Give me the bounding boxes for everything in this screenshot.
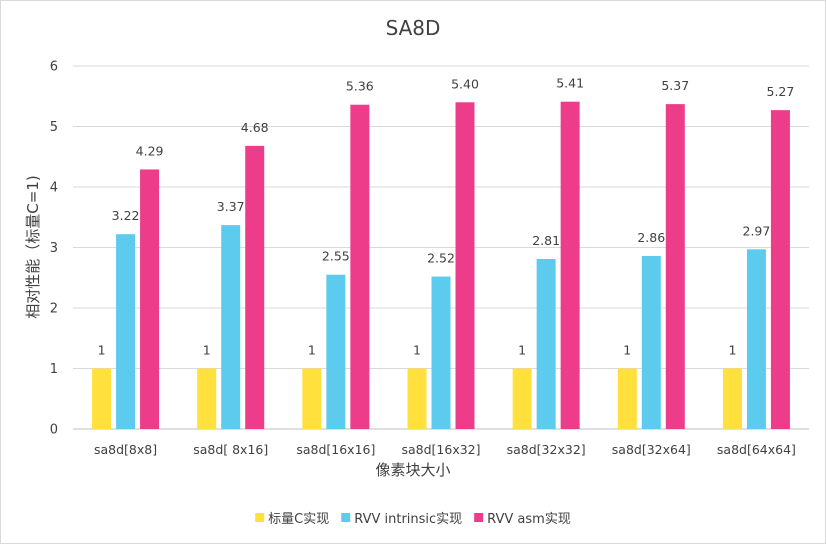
bar: [617, 368, 637, 429]
bar: [245, 145, 265, 430]
data-labels: 1 3.22 4.29 1 3.37 4.68 1 2.55 5.36 1 2.52 5.40 1 2.8…: [98, 76, 795, 358]
data-label: 3.22: [112, 208, 140, 223]
data-label: 1: [413, 343, 421, 358]
bar: [221, 225, 241, 429]
bar: [140, 169, 160, 429]
bar: [302, 368, 322, 429]
bar: [326, 274, 346, 429]
y-tick-label: 2: [50, 302, 58, 317]
data-label: 1: [518, 343, 526, 358]
data-label: 2.55: [322, 249, 350, 264]
bar: [197, 368, 217, 429]
bar: [665, 104, 685, 430]
x-tick-label: sa8d[8x8]: [94, 442, 157, 457]
y-tick-label: 1: [50, 362, 58, 377]
bars: [92, 101, 790, 430]
data-label: 5.37: [661, 78, 689, 93]
data-label: 4.68: [241, 120, 269, 135]
data-label: 4.29: [136, 143, 164, 158]
legend-label: 标量C实现: [268, 512, 329, 527]
bar: [770, 110, 790, 429]
data-label: 1: [98, 343, 106, 358]
y-tick-label: 4: [50, 181, 58, 196]
bar: [560, 101, 580, 429]
x-tick-label: sa8d[32x32]: [507, 442, 586, 457]
legend-swatch: [341, 513, 351, 522]
legend-swatch: [474, 513, 484, 522]
x-tick-labels: sa8d[8x8] sa8d[ 8x16] sa8d[16x16] sa8d[16x3…: [94, 442, 796, 457]
data-label: 1: [623, 343, 631, 358]
bar: [407, 368, 427, 429]
data-label: 5.27: [767, 84, 795, 99]
bar: [512, 368, 532, 429]
y-tick-label: 0: [50, 423, 58, 438]
bar: [746, 249, 766, 429]
x-tick-label: sa8d[64x64]: [717, 442, 796, 457]
data-label: 5.40: [451, 76, 479, 91]
data-label: 2.86: [637, 230, 665, 245]
data-label: 5.36: [346, 79, 374, 94]
data-label: 3.37: [217, 199, 245, 214]
bar: [536, 258, 556, 429]
bar: [92, 368, 112, 429]
y-axis-title: 相对性能（标量C=1): [24, 175, 42, 318]
bar: [116, 234, 136, 429]
legend-label: RVV asm实现: [487, 512, 571, 527]
bar: [431, 276, 451, 429]
data-label: 2.97: [743, 223, 771, 238]
bar: [641, 255, 661, 429]
x-tick-label: sa8d[32x64]: [612, 442, 691, 457]
y-tick-labels: 0 1 2 3 4 5 6: [50, 60, 58, 438]
chart-title: SA8D: [386, 16, 441, 40]
x-tick-label: sa8d[ 8x16]: [193, 442, 268, 457]
data-label: 2.81: [532, 233, 560, 248]
legend-swatch: [255, 513, 265, 522]
legend-label: RVV intrinsic实现: [354, 512, 462, 527]
x-tick-label: sa8d[16x16]: [296, 442, 375, 457]
data-label: 1: [203, 343, 211, 358]
data-label: 2.52: [427, 251, 455, 266]
bar: [722, 368, 742, 429]
data-label: 5.41: [556, 76, 584, 91]
y-tick-label: 5: [50, 120, 58, 135]
x-tick-label: sa8d[16x32]: [401, 442, 480, 457]
data-label: 1: [308, 343, 316, 358]
x-axis-title: 像素块大小: [375, 461, 450, 479]
y-tick-label: 6: [50, 60, 58, 75]
y-tick-label: 3: [50, 241, 58, 256]
bar: [350, 104, 370, 429]
legend: 标量C实现 RVV intrinsic实现 RVV asm实现: [255, 512, 571, 527]
legend-item: RVV intrinsic实现: [341, 512, 462, 527]
legend-item: 标量C实现: [255, 512, 329, 527]
data-label: 1: [728, 343, 736, 358]
bar: [455, 102, 475, 430]
legend-item: RVV asm实现: [474, 512, 571, 527]
